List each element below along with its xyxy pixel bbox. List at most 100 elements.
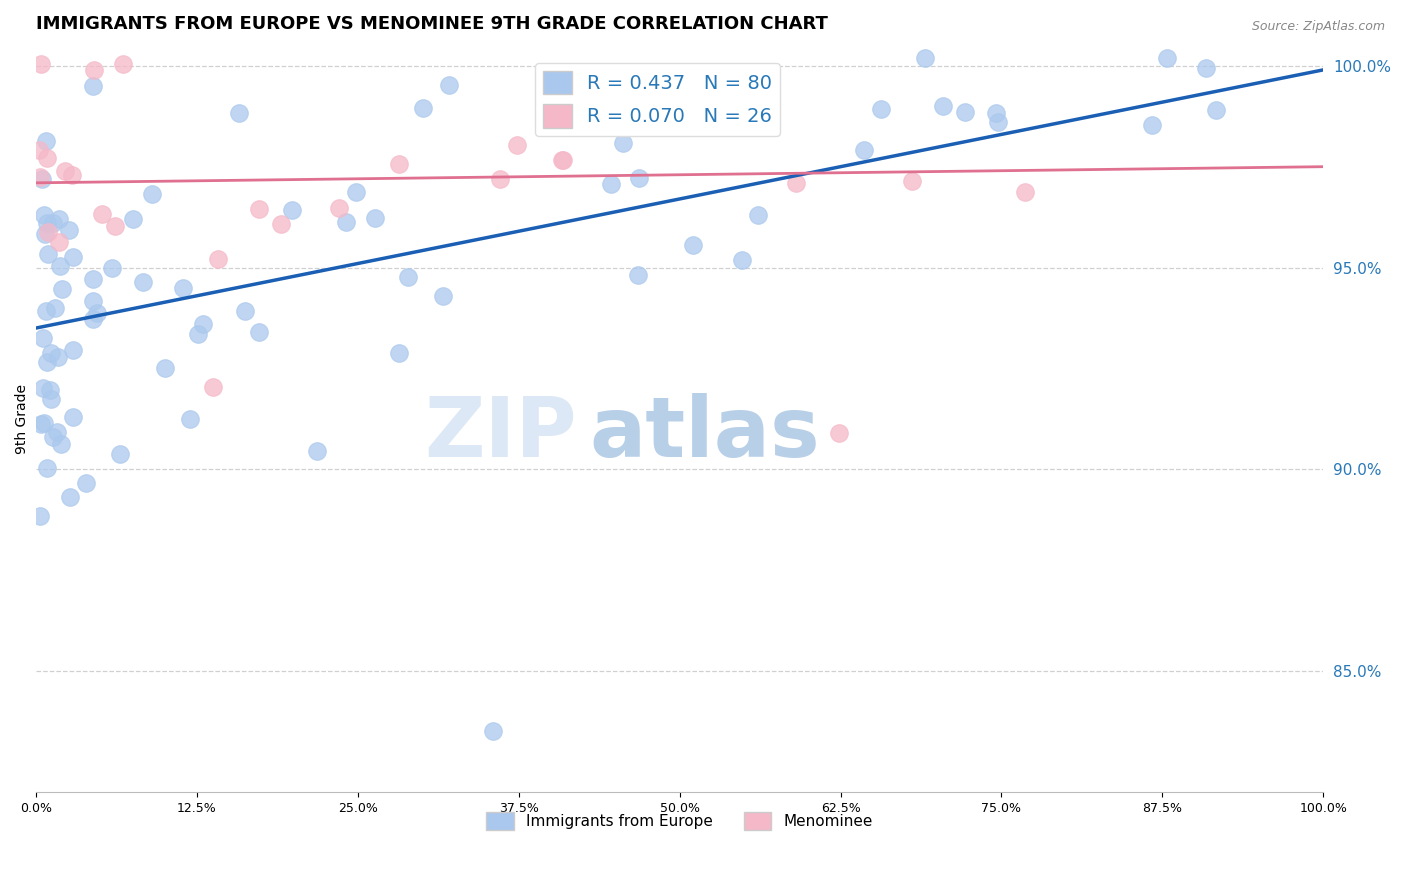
Point [60,168,83,182]
Point [30,417,52,432]
Point [1014,185,1036,199]
Point [108,447,131,461]
Point [747,208,769,222]
Point [344,185,367,199]
Point [987,115,1010,129]
Point [132,275,155,289]
Point [32,331,55,345]
Point [247,325,270,339]
Point [551,153,574,168]
Point [553,153,575,168]
Point [682,238,704,252]
Point [35,461,58,475]
Point [32,416,55,430]
Point [1140,119,1163,133]
Point [870,102,893,116]
Point [41,216,63,230]
Point [91,206,114,220]
Point [35,216,58,230]
Point [103,219,125,233]
Point [953,105,976,120]
Point [141,187,163,202]
Point [412,101,434,115]
Point [31,381,53,395]
Text: atlas: atlas [589,393,820,475]
Point [482,724,505,739]
Point [914,51,936,65]
Point [1195,62,1218,76]
Text: Source: ZipAtlas.com: Source: ZipAtlas.com [1251,20,1385,33]
Point [82,272,104,286]
Point [827,426,849,441]
Point [388,346,411,360]
Legend: Immigrants from Europe, Menominee: Immigrants from Europe, Menominee [481,805,879,837]
Point [49,259,72,273]
Point [489,172,512,186]
Point [62,343,84,358]
Point [46,350,69,364]
Point [901,174,924,188]
Point [39,346,62,360]
Point [599,178,621,192]
Point [247,202,270,216]
Point [30,508,52,523]
Point [39,383,62,397]
Point [55,164,77,178]
Point [626,268,648,282]
Point [112,57,135,71]
Point [305,444,328,458]
Point [207,252,229,267]
Point [233,303,256,318]
Point [187,326,209,341]
Point [201,380,224,394]
Point [30,169,52,184]
Point [437,78,460,92]
Point [193,317,215,331]
Point [86,306,108,320]
Point [364,211,387,225]
Point [83,62,105,77]
Point [28,143,51,157]
Point [101,261,124,276]
Point [35,134,58,148]
Point [82,311,104,326]
Point [51,282,73,296]
Point [852,144,875,158]
Point [986,106,1008,120]
Y-axis label: 9th Grade: 9th Grade [15,384,30,454]
Point [49,437,72,451]
Point [37,247,59,261]
Point [1156,51,1178,65]
Point [34,227,56,241]
Point [39,392,62,407]
Point [172,281,194,295]
Point [48,235,70,250]
Point [44,301,66,316]
Point [932,98,955,112]
Point [31,172,53,186]
Point [270,217,292,231]
Text: IMMIGRANTS FROM EUROPE VS MENOMINEE 9TH GRADE CORRELATION CHART: IMMIGRANTS FROM EUROPE VS MENOMINEE 9TH … [37,15,828,33]
Point [45,425,67,439]
Point [612,136,634,150]
Point [82,78,104,93]
Point [41,430,63,444]
Point [335,214,357,228]
Point [1205,103,1227,117]
Point [35,151,58,165]
Point [37,225,59,239]
Point [35,304,58,318]
Point [32,208,55,222]
Point [731,252,754,267]
Point [506,138,529,153]
Point [122,211,145,226]
Point [62,250,84,264]
Point [388,157,411,171]
Point [62,409,84,424]
Point [153,360,176,375]
Point [628,171,651,186]
Point [82,293,104,308]
Point [281,203,304,218]
Point [58,223,80,237]
Point [48,211,70,226]
